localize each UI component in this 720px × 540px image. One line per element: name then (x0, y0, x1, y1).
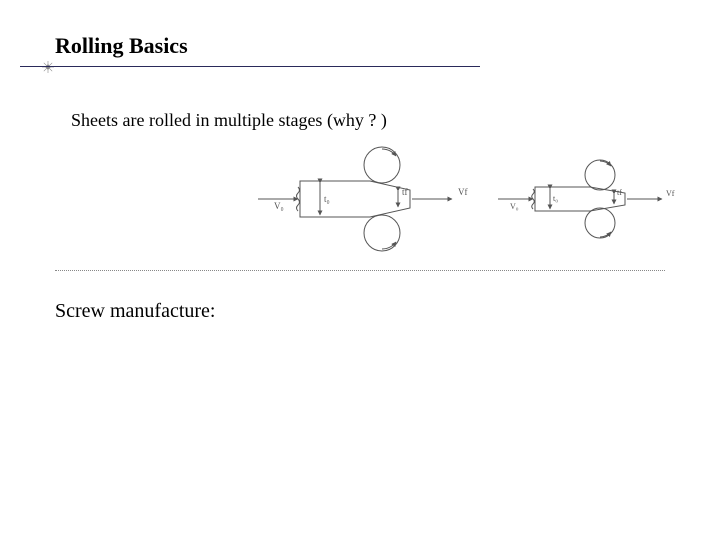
label-v-in-2: V₀ (510, 202, 519, 211)
rolling-diagram: V₀ t₀ tf Vf (240, 145, 680, 260)
section-heading: Screw manufacture: (55, 300, 215, 323)
section-divider (55, 270, 665, 271)
label-t-in-1: t₀ (324, 194, 330, 204)
label-v-out-1: Vf (458, 187, 468, 197)
page-title: Rolling Basics (55, 33, 188, 59)
label-t-in-2: t₀ (553, 194, 558, 203)
slide: Rolling Basics Sheets are rolled in mult… (0, 0, 720, 540)
label-v-in-1: V₀ (274, 201, 284, 211)
title-underline (20, 66, 480, 67)
label-t-out-1: tf (402, 187, 408, 197)
subtitle: Sheets are rolled in multiple stages (wh… (71, 110, 387, 131)
label-t-out-2: tf (617, 188, 622, 197)
label-v-out-2: Vf (666, 189, 675, 198)
